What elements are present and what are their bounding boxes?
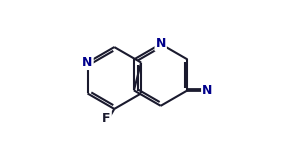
Text: N: N [82,56,93,69]
Text: F: F [102,112,111,125]
Text: N: N [156,37,166,51]
Text: N: N [202,84,213,97]
